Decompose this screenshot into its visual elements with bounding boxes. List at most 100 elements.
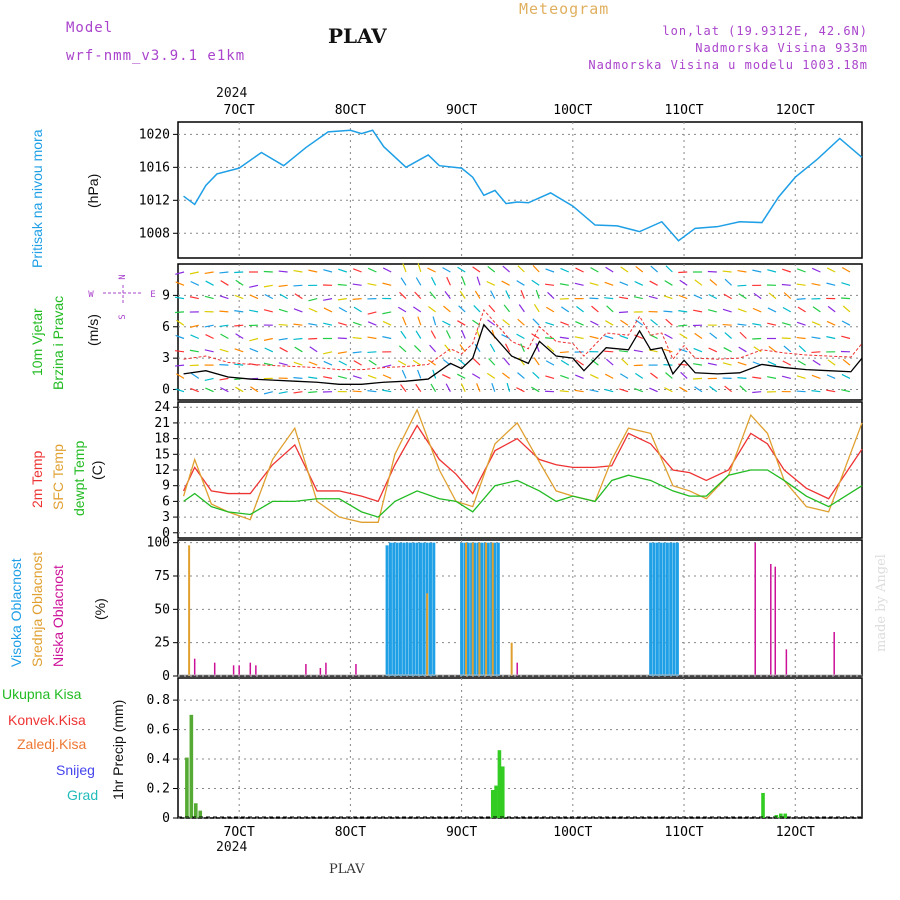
precip-bar: [198, 810, 203, 818]
wind-arrow: [575, 374, 584, 379]
wind-arrow: [737, 308, 747, 313]
wind-arrow: [619, 281, 629, 286]
wind-arrow: [487, 265, 496, 273]
wind-arrow: [679, 333, 688, 340]
wind-arrow: [709, 279, 718, 286]
wind-arrow: [531, 333, 540, 340]
wind-arrow: [797, 306, 806, 313]
wind-arrow: [544, 337, 555, 340]
wind-arrow: [293, 284, 303, 287]
panel-2-ytick-label: 18: [154, 432, 170, 447]
wind-arrow: [841, 320, 851, 326]
wind-arrow: [263, 337, 273, 341]
wind-arrow: [575, 267, 584, 273]
wind-arrow: [264, 293, 274, 300]
wind-arrow: [547, 291, 555, 300]
wind-arrow: [445, 383, 451, 392]
wind-arrow: [812, 359, 821, 366]
wind-arrow: [606, 358, 614, 366]
wind-arrow: [707, 362, 717, 366]
meteogram-label: Meteogram: [519, 0, 610, 18]
footer-station: PLAV: [329, 862, 365, 877]
wind-arrow: [397, 360, 407, 366]
wind-arrow: [263, 284, 273, 288]
wind-arrow: [457, 320, 466, 326]
wind-arrow: [323, 322, 333, 326]
wind-arrow: [826, 389, 836, 393]
wind-arrow: [476, 383, 481, 392]
wind-arrow: [235, 386, 244, 393]
wind-arrow: [352, 321, 362, 326]
wind-arrow: [249, 284, 259, 288]
wind-arrow: [219, 310, 229, 313]
wind-arrow: [604, 281, 614, 286]
panel-2-ytick-label: 0: [162, 526, 170, 541]
wind-speed-line: [183, 323, 863, 385]
panel-4-ytick-label: 0.4: [147, 752, 171, 767]
wind-arrow: [204, 295, 214, 300]
panel-3-ytick-label: 0: [162, 669, 170, 684]
cloud-bar-2: [770, 564, 772, 676]
wind-arrow: [352, 298, 362, 300]
wind-arrow: [417, 263, 422, 273]
wind-arrow: [544, 283, 555, 286]
wind-arrow: [428, 306, 436, 313]
wind-arrow: [219, 377, 229, 381]
wind-arrow: [263, 362, 273, 366]
wind-arrow: [782, 307, 792, 313]
wind-arrow: [429, 344, 437, 353]
wind-arrow: [474, 290, 481, 299]
wind-arrow: [234, 363, 244, 366]
precip-bar: [783, 813, 788, 818]
panel-1-ytick-label: 6: [162, 320, 170, 335]
cloud-bar-0: [662, 542, 666, 676]
wind-arrow: [402, 316, 407, 326]
wind-arrow: [516, 280, 525, 286]
lonlat-text: lon,lat (19.9312E, 42.6N): [662, 24, 868, 38]
wind-arrow: [723, 347, 732, 353]
wind-arrow: [459, 290, 466, 299]
wind-arrow: [250, 386, 259, 393]
wind-arrow: [620, 266, 629, 273]
panel-1-ytick-label: 0: [162, 383, 170, 398]
wind-arrow: [323, 351, 333, 355]
wind-arrow: [220, 333, 229, 340]
cloud-bar-0: [460, 542, 464, 676]
elevation-text: Nadmorska Visina 933m: [695, 41, 868, 55]
wind-arrow: [619, 296, 629, 300]
wind-arrow: [650, 372, 658, 379]
wind-arrow: [619, 373, 629, 379]
wind-arrow: [367, 390, 377, 393]
x-tick-label-top: 12OCT: [776, 103, 815, 118]
wind-arrow: [294, 293, 303, 300]
wind-arrow: [767, 376, 777, 379]
wind-arrow: [476, 276, 481, 286]
wind-arrow: [308, 391, 318, 394]
wind-arrow: [382, 364, 392, 368]
wind-arrow: [589, 335, 599, 340]
cloud-bar-0: [649, 542, 653, 676]
wind-arrow: [649, 387, 658, 393]
wind-arrow: [738, 293, 747, 300]
wind-arrow: [709, 332, 718, 339]
panel-2-ytick-label: 21: [154, 416, 170, 431]
page-title: PLAV: [328, 24, 387, 48]
wind-arrow: [605, 320, 614, 326]
cloud-bar-0: [483, 542, 487, 676]
wind-arrow: [752, 391, 762, 394]
wind-arrow: [694, 332, 703, 339]
wind-arrow: [175, 373, 185, 379]
wind-arrow: [560, 359, 570, 366]
cloud-bar-1: [471, 542, 474, 676]
wind-arrow: [531, 279, 540, 286]
wind-arrow: [664, 387, 673, 393]
cloud-bar-0: [675, 542, 679, 676]
wind-arrow: [842, 358, 851, 366]
wind-arrow: [532, 265, 540, 273]
wind-arrow: [708, 293, 718, 300]
wind-arrow: [234, 310, 244, 313]
cloud-bar-1: [188, 545, 191, 676]
wind-arrow: [768, 345, 777, 353]
wind-arrow: [249, 337, 259, 342]
wind-arrow: [679, 279, 688, 286]
